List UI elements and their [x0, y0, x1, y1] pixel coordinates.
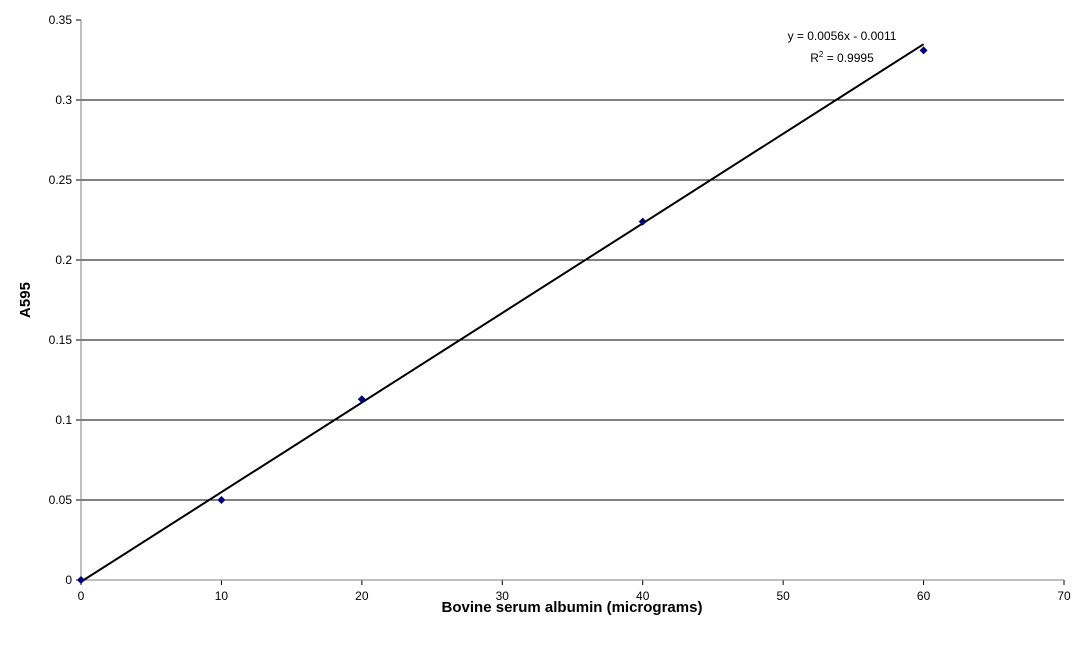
- x-tick-label: 40: [636, 589, 650, 603]
- data-point: [77, 576, 85, 584]
- y-tick-label: 0: [65, 573, 72, 587]
- x-tick-label: 0: [78, 589, 85, 603]
- x-tick-label: 70: [1057, 589, 1071, 603]
- data-point: [638, 217, 647, 226]
- x-tick-label: 30: [496, 589, 510, 603]
- data-point: [357, 395, 366, 404]
- y-tick-label: 0.35: [49, 13, 73, 27]
- y-axis-label: A595: [17, 282, 34, 318]
- data-point: [919, 46, 928, 55]
- data-point: [217, 496, 226, 504]
- x-tick-label: 20: [355, 589, 369, 603]
- trendline: [80, 43, 925, 583]
- r-squared: R2 = 0.9995: [810, 50, 874, 65]
- y-tick-label: 0.15: [49, 333, 73, 347]
- y-tick-label: 0.05: [49, 493, 73, 507]
- x-tick-label: 50: [776, 589, 790, 603]
- x-axis-label: Bovine serum albumin (micrograms): [442, 599, 703, 616]
- y-tick-label: 0.2: [55, 253, 72, 267]
- x-tick-label: 60: [917, 589, 931, 603]
- r-squared-exponent: 2: [819, 50, 824, 59]
- trendline-equation: y = 0.0056x - 0.0011: [788, 29, 897, 43]
- y-tick-label: 0.1: [55, 413, 72, 427]
- x-tick-label: 10: [215, 589, 229, 603]
- y-tick-label: 0.25: [49, 173, 73, 187]
- r-squared-suffix: = 0.9995: [823, 51, 874, 65]
- y-tick-label: 0.3: [55, 93, 72, 107]
- r-squared-prefix: R: [810, 51, 819, 65]
